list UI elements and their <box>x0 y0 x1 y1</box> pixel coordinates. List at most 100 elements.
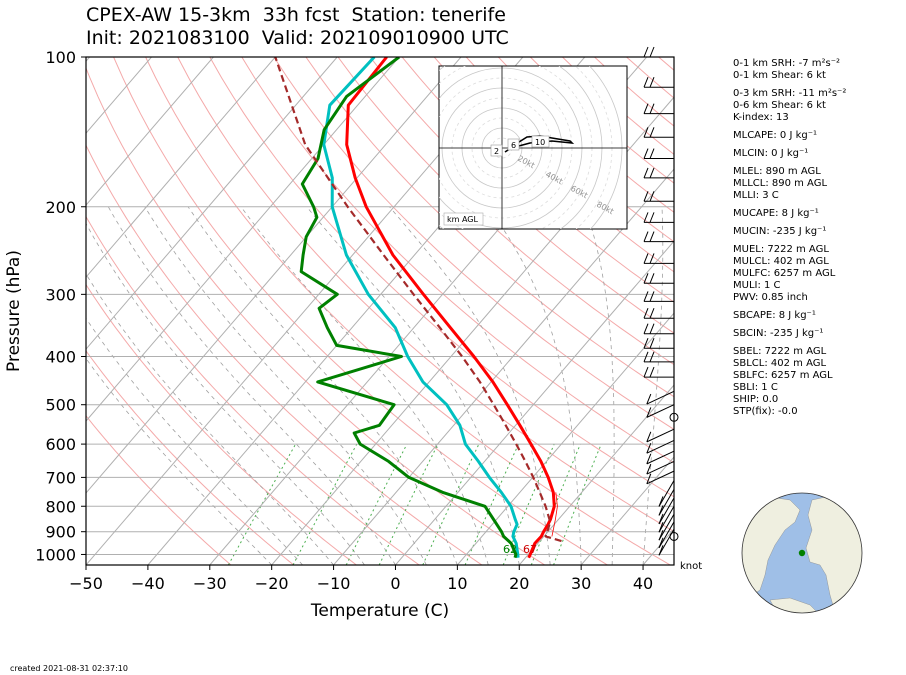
wind-barb <box>643 127 674 138</box>
stat-line: SBEL: 7222 m AGL <box>733 346 827 357</box>
mixing-ratio-line <box>553 443 602 565</box>
moist-adiabat-line <box>584 206 615 565</box>
wind-barb <box>643 273 674 284</box>
stat-line: 0-6 km Shear: 6 kt <box>733 100 826 111</box>
mixing-ratio-line <box>422 443 480 565</box>
wind-barb <box>669 531 679 541</box>
profile-line <box>274 57 562 543</box>
moist-adiabat-line <box>86 222 365 565</box>
stability-indices-panel: 0-1 km SRH: -7 m²s⁻² 0-1 km Shear: 6 kt 0-… <box>733 58 846 418</box>
wind-barb <box>643 366 674 378</box>
dry-adiabat-line <box>86 144 483 565</box>
wind-barb <box>646 428 675 443</box>
dry-adiabat-line <box>337 57 674 366</box>
stat-line: STP(fix): -0.0 <box>733 406 798 417</box>
moist-adiabat-line <box>144 206 427 565</box>
y-axis-label: Pressure (hPa) <box>4 250 24 372</box>
created-timestamp: created 2021-08-31 02:37:10 <box>10 664 128 673</box>
dry-adiabat-line <box>369 57 674 334</box>
moist-adiabat-line <box>487 206 582 565</box>
x-tick-label: 20 <box>509 574 529 593</box>
wind-barb <box>646 390 675 405</box>
isotherm-line <box>86 57 276 278</box>
stat-line: MLEL: 890 m AGL <box>733 166 821 177</box>
mixing-ratio-line <box>292 443 358 565</box>
y-tick-label: 600 <box>45 435 76 454</box>
moist-adiabat-line <box>389 206 551 565</box>
locator-globe <box>742 493 862 613</box>
hodograph-rings <box>439 66 627 229</box>
stat-line: MLCAPE: 0 J kg⁻¹ <box>733 130 818 141</box>
stat-line: MUCIN: -235 J kg⁻¹ <box>733 226 827 237</box>
dry-adiabat-line <box>86 66 545 565</box>
profile-line <box>299 57 518 559</box>
dry-adiabat-line <box>209 57 674 498</box>
stat-line: SBLCL: 402 m AGL <box>733 358 827 369</box>
isotherm-line <box>86 57 214 206</box>
y-tick-label: 700 <box>45 468 76 487</box>
profile-line <box>322 57 520 558</box>
isotherm-line <box>395 240 674 565</box>
y-tick-label: 300 <box>45 285 76 304</box>
y-tick-label: 800 <box>45 497 76 516</box>
title-line-2: Init: 2021083100 Valid: 202109010900 UTC <box>86 27 509 49</box>
moist-adiabat-line <box>187 206 458 565</box>
y-tick-label: 900 <box>45 523 76 542</box>
stat-line: MULI: 1 C <box>733 280 781 291</box>
hodograph-height-box <box>507 138 520 151</box>
dry-adiabat-line <box>273 57 674 430</box>
station-marker <box>798 549 806 557</box>
wind-barb <box>643 46 674 58</box>
y-tick-label: 200 <box>45 198 76 217</box>
isotherm-line <box>271 96 674 565</box>
title-line-1: CPEX-AW 15-3km 33h fcst Station: tenerif… <box>86 4 506 26</box>
dry-adiabat-line <box>113 57 608 565</box>
moist-adiabat-line <box>107 206 396 565</box>
wind-barb <box>646 404 675 418</box>
x-tick-label: 30 <box>571 574 591 593</box>
moist-adiabat-line <box>86 357 272 565</box>
moist-adiabat-line <box>240 206 489 565</box>
wind-barb <box>658 489 675 516</box>
hodograph-height-label: 6 <box>511 141 516 150</box>
y-tick-label: 100 <box>45 48 76 67</box>
mixing-ratio-line <box>502 443 555 565</box>
stat-line: MLLCL: 890 m AGL <box>733 178 828 189</box>
x-tick-label: 40 <box>633 574 653 593</box>
stat-line: SBLFC: 6257 m AGL <box>733 370 833 381</box>
wind-barb <box>646 470 675 485</box>
wind-barb <box>643 191 674 202</box>
isotherm-line <box>456 312 674 565</box>
x-tick-label: −30 <box>193 574 227 593</box>
isotherm-line <box>86 57 462 494</box>
hodograph-height-label: 10 <box>535 138 545 147</box>
stat-line: SBCIN: -235 J kg⁻¹ <box>733 328 824 339</box>
wind-barb <box>643 291 674 302</box>
hodograph-height-box <box>490 144 503 157</box>
surface-value-label: 67 <box>523 543 537 556</box>
wind-barb <box>646 460 675 475</box>
wind-barb <box>643 338 674 349</box>
wind-barb <box>658 521 675 549</box>
wind-barb <box>643 351 674 363</box>
y-tick-label: 500 <box>45 396 76 415</box>
wind-barb <box>646 450 675 465</box>
moist-adiabat-line <box>86 317 303 565</box>
profile-line <box>345 57 556 559</box>
moist-adiabat-line <box>86 273 334 565</box>
plot-frame <box>85 56 675 566</box>
wind-unit-label: knot <box>680 561 702 572</box>
globe-outline <box>741 492 863 614</box>
stat-line: 0-1 km Shear: 6 kt <box>733 70 826 81</box>
stat-line: 0-3 km SRH: -11 m²s⁻² <box>733 88 847 99</box>
surface-value-label: 62 <box>503 543 517 556</box>
wind-barb <box>643 212 674 223</box>
x-tick-label: −10 <box>317 574 351 593</box>
stat-line: SBCAPE: 8 J kg⁻¹ <box>733 310 816 321</box>
mixing-ratio-line <box>345 443 408 565</box>
y-tick-label: 400 <box>45 348 76 367</box>
stat-line: K-index: 13 <box>733 112 789 123</box>
wind-barb <box>658 480 675 507</box>
stat-line: MLLI: 3 C <box>733 190 779 201</box>
wind-barb <box>643 323 674 335</box>
